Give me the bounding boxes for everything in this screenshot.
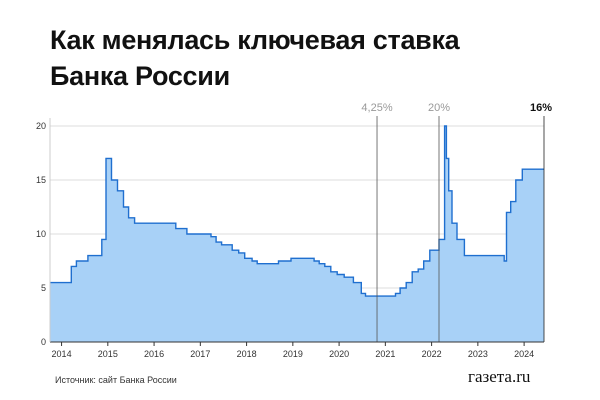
x-tick-label: 2014 xyxy=(52,349,72,359)
rate-area xyxy=(50,125,544,342)
y-tick-label: 10 xyxy=(36,229,46,239)
axes: 0 5 10 15 20 2014 2015 2016 2017 2018 2019 2020 2021… xyxy=(36,118,544,359)
x-tick-label: 2022 xyxy=(422,349,442,359)
y-tick-label: 15 xyxy=(36,175,46,185)
chart-title: Как менялась ключевая ставка Банка Росси… xyxy=(50,22,570,94)
x-tick-label: 2023 xyxy=(468,349,488,359)
x-tick-label: 2021 xyxy=(375,349,395,359)
annotation-label: 20% xyxy=(428,102,450,114)
x-tick-label: 2019 xyxy=(283,349,303,359)
source-note: Источник: сайт Банка России xyxy=(55,375,177,385)
annotation-label: 16% xyxy=(530,102,552,114)
x-tick-label: 2024 xyxy=(514,349,534,359)
publisher-logo: газета.ru xyxy=(468,367,531,386)
rate-line xyxy=(50,125,544,297)
y-tick-label: 0 xyxy=(41,337,46,347)
title-line-2: Банка России xyxy=(50,61,230,91)
x-tick-label: 2018 xyxy=(237,349,257,359)
x-tick-label: 2015 xyxy=(98,349,118,359)
x-tick-label: 2017 xyxy=(190,349,210,359)
y-tick-label: 5 xyxy=(41,283,46,293)
y-tick-label: 20 xyxy=(36,121,46,131)
x-tick-label: 2016 xyxy=(144,349,164,359)
annotations: 4,25% 20% 16% xyxy=(361,102,552,342)
rate-area-fill xyxy=(50,126,544,342)
title-line-1: Как менялась ключевая ставка xyxy=(50,25,460,55)
x-tick-label: 2020 xyxy=(329,349,349,359)
annotation-label: 4,25% xyxy=(361,102,392,114)
